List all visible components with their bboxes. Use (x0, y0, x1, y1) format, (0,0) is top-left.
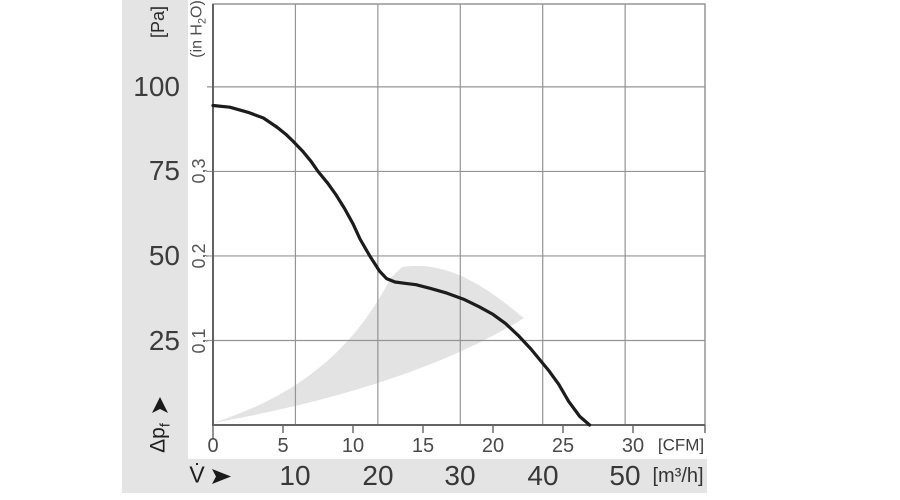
up-arrow-icon (152, 397, 168, 413)
cfm-unit-label: [CFM] (657, 435, 705, 455)
fan-curve (211, 103, 592, 427)
cfm-tick-25: 25 (551, 435, 575, 457)
pa-unit-label: [Pa] (148, 5, 168, 39)
m3h-unit-label: [m³/h] (652, 465, 704, 487)
m3h-tick-50: 50 (609, 460, 641, 491)
cfm-tick-5: 5 (277, 435, 289, 457)
cfm-tick-15: 15 (411, 435, 435, 457)
pa-tick-50: 50 (148, 240, 180, 271)
pa-tick-75: 75 (148, 155, 180, 186)
right-arrow-icon (212, 469, 231, 484)
cfm-tick-0: 0 (207, 435, 219, 457)
inh2o-tick-02: 0,2 (189, 243, 209, 269)
inh2o-tick-03: 0,3 (189, 158, 209, 184)
m3h-tick-40: 40 (527, 460, 559, 491)
flow-axis-label: V̇ (189, 461, 205, 488)
inh2o-unit-label: (in H2O) (188, 0, 209, 58)
inh2o-unit-pre: (in H (188, 24, 206, 58)
operating-region (213, 265, 524, 423)
pa-tick-100: 100 (133, 71, 180, 102)
m3h-tick-10: 10 (279, 460, 311, 491)
cfm-tick-10: 10 (341, 435, 365, 457)
cfm-tick-20: 20 (481, 435, 505, 457)
cfm-tick-30: 30 (621, 435, 645, 457)
m3h-tick-30: 30 (444, 460, 476, 491)
inh2o-unit-subscript: 2 (196, 17, 209, 25)
pressure-label-subscript: f (157, 423, 174, 428)
pressure-label-text: Δp (146, 427, 170, 453)
pa-tick-25: 25 (148, 325, 180, 356)
inh2o-unit-post: O) (188, 0, 206, 18)
inh2o-tick-01: 0,1 (189, 328, 209, 354)
pressure-axis-label: Δpf (146, 423, 174, 453)
m3h-tick-20: 20 (362, 460, 394, 491)
plot-frame (212, 3, 706, 426)
